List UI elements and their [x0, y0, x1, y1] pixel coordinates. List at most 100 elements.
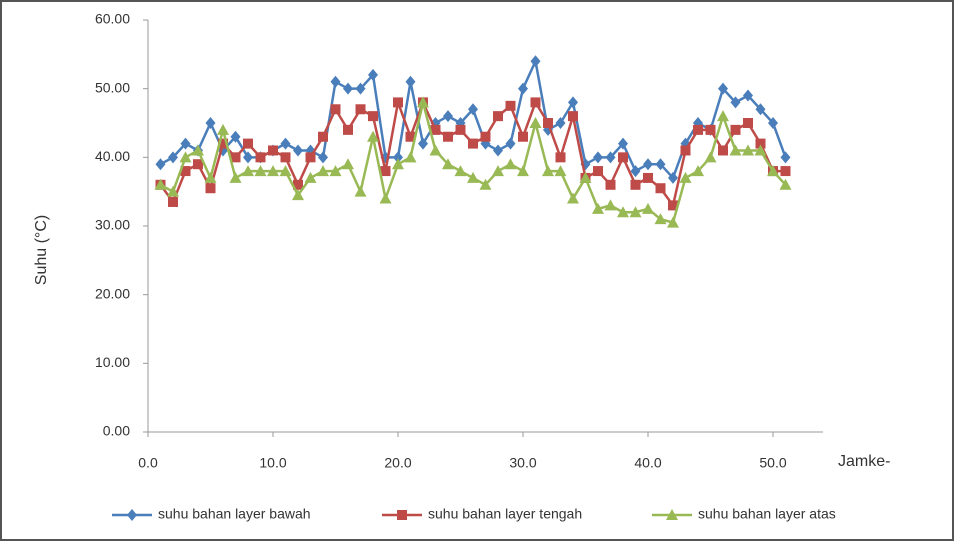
marker — [505, 137, 516, 150]
marker — [730, 124, 741, 135]
marker — [643, 172, 653, 183]
marker — [242, 165, 254, 177]
y-tick-label: 30.00 — [95, 217, 130, 233]
marker — [517, 165, 529, 177]
marker — [568, 96, 578, 109]
marker — [567, 192, 579, 204]
marker — [330, 75, 341, 88]
marker — [318, 131, 328, 142]
marker — [743, 118, 753, 128]
x-tick-label: 10.0 — [259, 455, 286, 471]
marker — [518, 131, 528, 142]
marker — [605, 179, 616, 190]
marker — [467, 171, 479, 183]
marker — [605, 151, 616, 164]
legend-label: suhu bahan layer bawah — [158, 506, 311, 522]
marker — [655, 158, 666, 171]
marker — [743, 89, 753, 102]
marker — [593, 166, 603, 177]
marker — [604, 199, 617, 211]
marker — [666, 509, 678, 520]
y-tick-label: 0.00 — [103, 423, 130, 439]
marker — [168, 196, 178, 207]
marker — [268, 145, 278, 156]
marker — [443, 131, 453, 142]
x-tick-label: 50.0 — [759, 455, 786, 471]
marker — [405, 131, 416, 142]
marker — [592, 202, 604, 214]
marker — [127, 509, 137, 521]
marker — [229, 171, 242, 183]
marker — [542, 165, 554, 177]
marker — [493, 111, 503, 122]
marker — [454, 165, 467, 177]
marker — [442, 158, 454, 170]
marker — [468, 138, 478, 149]
marker — [280, 137, 291, 150]
marker — [355, 104, 366, 115]
marker — [279, 165, 292, 177]
marker — [643, 158, 653, 171]
marker — [780, 166, 791, 177]
marker — [430, 124, 441, 135]
marker — [692, 165, 704, 177]
marker — [205, 117, 216, 129]
marker — [668, 171, 678, 184]
marker — [205, 183, 216, 194]
marker — [230, 130, 241, 143]
marker — [367, 130, 379, 142]
marker — [255, 152, 266, 163]
marker — [343, 124, 353, 135]
marker — [543, 118, 553, 128]
marker — [404, 151, 417, 163]
marker — [417, 96, 429, 108]
marker — [742, 144, 754, 156]
marker — [243, 138, 253, 149]
marker — [292, 189, 304, 201]
marker — [629, 206, 642, 218]
legend-label: suhu bahan layer tengah — [428, 506, 582, 522]
marker — [593, 151, 603, 164]
marker — [555, 117, 566, 129]
marker — [230, 152, 241, 163]
marker — [680, 145, 691, 156]
marker — [217, 123, 229, 135]
marker — [480, 131, 491, 142]
marker — [667, 216, 679, 228]
marker — [429, 144, 442, 156]
marker — [293, 179, 303, 190]
marker — [505, 100, 516, 111]
marker — [180, 166, 191, 177]
marker — [393, 151, 403, 164]
marker — [504, 158, 517, 170]
x-tick-label: 0.0 — [138, 455, 158, 471]
marker — [193, 159, 203, 170]
marker — [630, 165, 641, 178]
y-tick-label: 20.00 — [95, 285, 130, 301]
marker — [717, 110, 729, 122]
x-tick-label: 20.0 — [384, 455, 411, 471]
marker — [679, 171, 692, 183]
marker — [397, 510, 407, 520]
marker — [718, 145, 728, 156]
marker — [392, 158, 404, 170]
marker — [218, 138, 228, 149]
marker — [179, 151, 192, 163]
marker — [518, 82, 528, 95]
marker — [280, 152, 291, 163]
marker — [330, 104, 341, 115]
marker — [355, 82, 366, 95]
marker — [342, 158, 354, 170]
marker — [318, 151, 328, 164]
marker — [493, 144, 503, 157]
marker — [329, 165, 342, 177]
legend-label: suhu bahan layer atas — [698, 506, 836, 522]
marker — [704, 151, 717, 163]
marker — [405, 75, 416, 88]
marker — [492, 165, 504, 177]
y-axis-label: Suhu (°C) — [33, 215, 50, 285]
marker — [754, 144, 767, 156]
marker — [204, 171, 217, 183]
marker — [418, 137, 428, 150]
